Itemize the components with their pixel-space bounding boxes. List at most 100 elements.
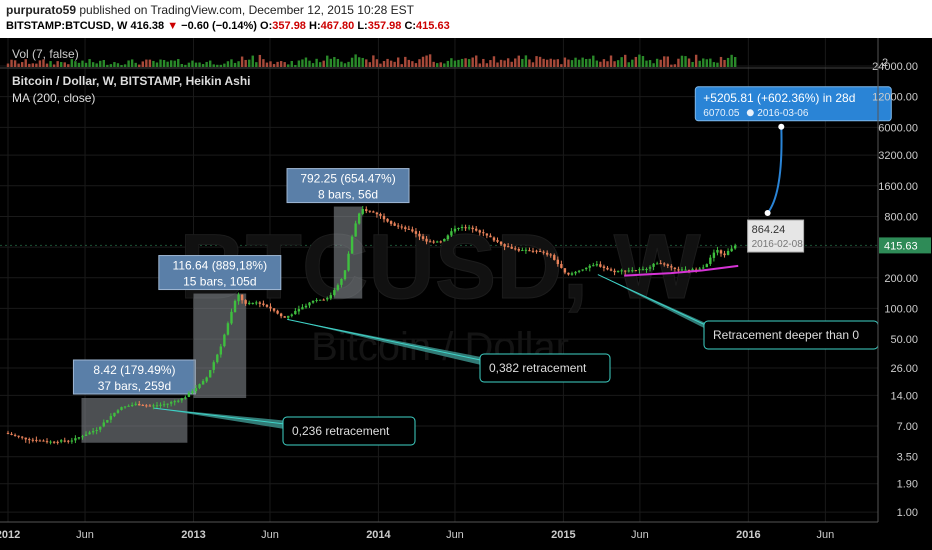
candle-body xyxy=(439,241,442,243)
volume-bar xyxy=(365,59,368,67)
candle-body xyxy=(322,299,325,301)
candle-body xyxy=(595,264,599,266)
candle-body xyxy=(411,229,414,232)
annotation-leader xyxy=(153,407,294,426)
candle-body xyxy=(159,404,162,406)
candle-body xyxy=(375,212,379,215)
volume-bar xyxy=(333,57,336,67)
close-value: 415.63 xyxy=(416,20,450,32)
y-tick-label: 3.50 xyxy=(897,452,918,464)
candle-body xyxy=(641,269,645,271)
volume-bar xyxy=(499,59,503,67)
volume-bar xyxy=(542,58,545,67)
volume-bar xyxy=(634,56,638,67)
volume-bar xyxy=(670,64,673,67)
open-value: 357.98 xyxy=(272,20,306,32)
high-label: H: xyxy=(309,20,321,32)
volume-bar xyxy=(130,59,134,67)
candle-body xyxy=(180,398,184,401)
volume-bar xyxy=(436,63,439,67)
x-tick-label: 2015 xyxy=(551,529,575,541)
x-tick-label: Jun xyxy=(76,529,94,541)
volume-bar xyxy=(297,60,301,67)
candle-body xyxy=(216,354,219,363)
annotation-text: 0,236 retracement xyxy=(292,424,390,438)
candle-body xyxy=(499,241,503,245)
volume-bar xyxy=(42,59,45,67)
volume-bar xyxy=(116,63,120,67)
candle-body xyxy=(432,241,435,243)
candle-body xyxy=(663,263,666,265)
candle-body xyxy=(531,250,535,252)
candle-body xyxy=(407,228,411,230)
candle-body xyxy=(733,245,737,249)
candle-body xyxy=(244,300,247,304)
candle-body xyxy=(606,267,609,270)
volume-bar xyxy=(602,59,606,67)
volume-bar xyxy=(574,57,577,67)
range-callout-change: 116.64 (889,18%) xyxy=(173,259,268,273)
volume-bar xyxy=(354,54,357,67)
volume-bar xyxy=(287,64,290,67)
volume-bar xyxy=(84,62,88,67)
volume-bar xyxy=(453,60,457,67)
volume-bar xyxy=(56,61,59,67)
candle-body xyxy=(187,392,191,397)
volume-bar xyxy=(244,59,247,67)
volume-bar xyxy=(10,59,13,67)
candle-body xyxy=(357,213,361,224)
y-tick-label: 1.90 xyxy=(897,479,918,491)
candle-body xyxy=(563,268,567,273)
volume-bar xyxy=(624,54,627,67)
candle-body xyxy=(173,401,176,403)
candle-body xyxy=(460,226,464,228)
volume-bar xyxy=(709,58,712,67)
volume-bar xyxy=(102,60,105,67)
ma-line xyxy=(624,264,739,277)
volume-bar xyxy=(290,60,293,67)
candle-body xyxy=(6,432,10,434)
volume-bar xyxy=(393,61,396,67)
x-tick-label: 2016 xyxy=(736,529,760,541)
candle-body xyxy=(255,302,258,304)
candle-body xyxy=(421,236,425,239)
volume-bar xyxy=(127,60,130,67)
candle-body xyxy=(258,302,262,304)
author-name[interactable]: purpurato59 xyxy=(6,3,77,17)
volume-bar xyxy=(723,59,726,67)
volume-bar xyxy=(560,64,563,67)
volume-bar xyxy=(212,64,215,67)
price-chart[interactable]: BTCUSD, W Bitcoin / Dollar 8.42 (179.49%… xyxy=(0,38,932,550)
volume-label: Vol (7, false) xyxy=(12,47,79,61)
candle-body xyxy=(81,436,84,438)
volume-bar xyxy=(496,62,499,67)
volume-bar xyxy=(428,54,432,67)
volume-bar xyxy=(180,63,184,67)
volume-bar xyxy=(269,61,272,67)
volume-pane xyxy=(6,54,737,67)
candle-body xyxy=(45,441,49,443)
volume-bar xyxy=(52,64,56,67)
volume-bar xyxy=(262,59,265,67)
candle-body xyxy=(269,306,272,309)
volume-bar xyxy=(60,62,63,67)
candle-body xyxy=(549,254,552,256)
range-callout xyxy=(286,168,410,204)
volume-bar xyxy=(63,62,66,67)
volume-bar xyxy=(396,57,400,67)
volume-bar xyxy=(74,61,77,67)
y-tick-label: 1600.00 xyxy=(878,181,918,193)
volume-bar xyxy=(255,62,258,67)
candle-body xyxy=(233,300,237,313)
volume-bar xyxy=(517,55,520,67)
candle-body xyxy=(60,440,63,442)
volume-bar xyxy=(106,64,109,67)
volume-bar xyxy=(730,54,733,67)
volume-bar xyxy=(208,60,212,67)
volume-bar xyxy=(719,56,723,67)
volume-bar xyxy=(545,59,549,67)
candle-body xyxy=(652,263,655,267)
legend-ma: MA (200, close) xyxy=(12,91,95,105)
volume-bar xyxy=(570,60,574,67)
volume-bar xyxy=(691,61,694,67)
